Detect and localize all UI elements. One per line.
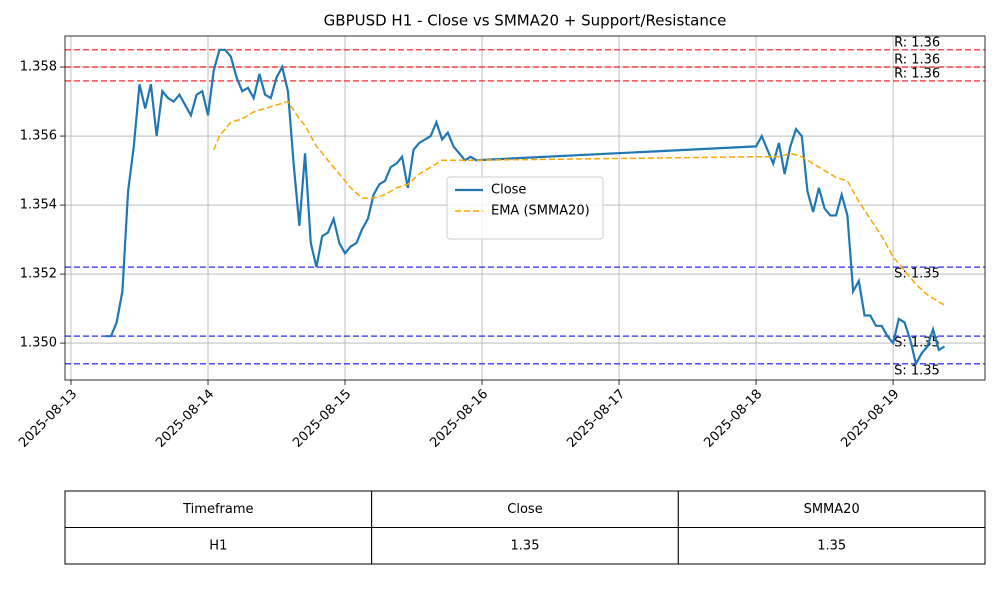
table-header: Timeframe [182, 502, 253, 517]
table-header: SMMA20 [804, 502, 860, 517]
level-label: R: 1.36 [894, 35, 940, 50]
table-cell [371, 490, 679, 528]
y-tick-label: 1.358 [20, 60, 57, 75]
series-line [213, 100, 945, 306]
table-header: Close [507, 502, 542, 517]
table-value: H1 [209, 538, 227, 553]
series-line [105, 48, 946, 367]
table-cell [677, 527, 986, 565]
chart-title: GBPUSD H1 - Close vs SMMA20 + Support/Re… [324, 12, 727, 30]
plot-frame [64, 35, 986, 381]
y-tick-label: 1.354 [20, 198, 57, 213]
table-cell [677, 490, 986, 528]
level-label: R: 1.36 [894, 66, 940, 81]
legend-box [446, 176, 604, 240]
table-cell [64, 527, 373, 565]
legend-label: EMA (SMMA20) [491, 204, 590, 219]
table-cell [64, 490, 373, 528]
y-tick-label: 1.356 [20, 129, 57, 144]
legend-label: Close [491, 183, 526, 198]
table-cell [371, 527, 679, 565]
level-label: S: 1.35 [894, 363, 940, 378]
table-value: 1.35 [511, 538, 540, 553]
level-label: S: 1.35 [894, 336, 940, 351]
level-label: S: 1.35 [894, 267, 940, 282]
level-label: R: 1.36 [894, 53, 940, 68]
table-value: 1.35 [817, 538, 846, 553]
y-tick-label: 1.350 [20, 336, 57, 351]
y-tick-label: 1.352 [20, 267, 57, 282]
